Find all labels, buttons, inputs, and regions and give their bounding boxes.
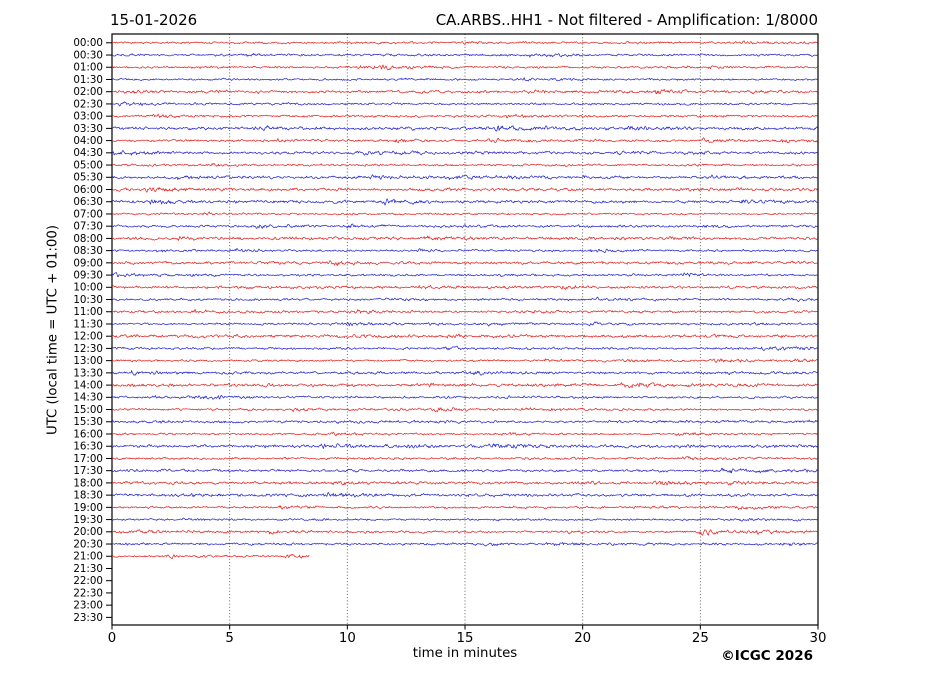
x-axis-label: time in minutes — [412, 646, 518, 661]
copyright-text: ©ICGC 2026 — [721, 648, 813, 664]
